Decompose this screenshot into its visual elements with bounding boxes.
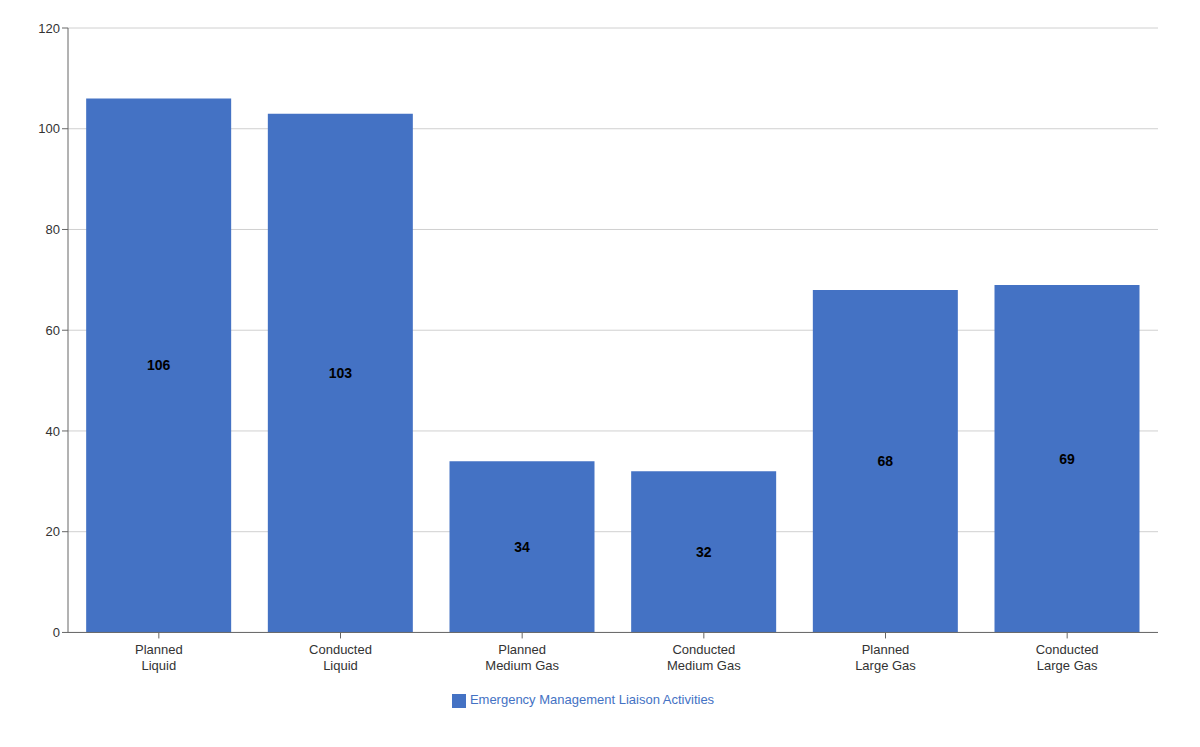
svg-text:ConductedLiquid: ConductedLiquid <box>309 642 372 673</box>
svg-text:40: 40 <box>46 424 60 439</box>
svg-text:68: 68 <box>878 453 894 469</box>
svg-text:32: 32 <box>696 544 712 560</box>
svg-text:80: 80 <box>46 222 60 237</box>
svg-text:106: 106 <box>147 357 171 373</box>
svg-text:0: 0 <box>53 625 60 640</box>
svg-text:103: 103 <box>329 365 353 381</box>
svg-text:20: 20 <box>46 524 60 539</box>
svg-text:PlannedMedium Gas: PlannedMedium Gas <box>485 642 559 673</box>
svg-text:PlannedLarge Gas: PlannedLarge Gas <box>855 642 916 673</box>
html-text:Emergency Management Liaison A: Emergency Management Liaison Activities <box>469 692 715 708</box>
svg-text:69: 69 <box>1059 451 1075 467</box>
svg-text:ConductedLarge Gas: ConductedLarge Gas <box>1036 642 1099 673</box>
svg-text:120: 120 <box>38 21 60 36</box>
svg-text:60: 60 <box>46 323 60 338</box>
svg-text:100: 100 <box>38 121 60 136</box>
svg-text:ConductedMedium Gas: ConductedMedium Gas <box>667 642 741 673</box>
svg-text:34: 34 <box>514 539 530 555</box>
svg-text:PlannedLiquid: PlannedLiquid <box>135 642 183 673</box>
